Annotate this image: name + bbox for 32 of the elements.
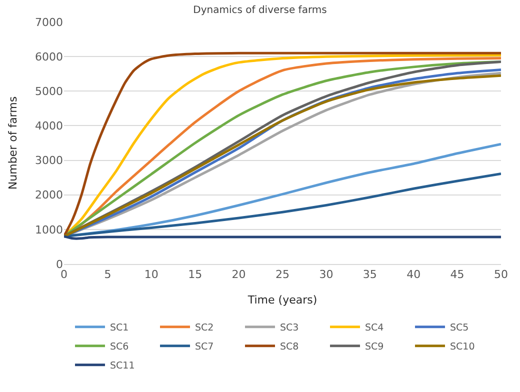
legend-label: SC4 (365, 322, 384, 334)
x-tick-label: 30 (319, 268, 334, 282)
x-tick-label: 10 (144, 268, 158, 282)
legend-label: SC3 (280, 322, 299, 334)
y-tick-label: 5000 (35, 84, 63, 98)
legend-label: SC7 (195, 342, 214, 353)
legend-label: SC9 (365, 342, 384, 353)
legend-label: SC11 (110, 360, 135, 372)
y-axis-title: Number of farms (6, 96, 20, 190)
legend-label: SC6 (110, 342, 129, 353)
x-tick-label: 20 (232, 268, 246, 282)
y-tick-label: 6000 (35, 50, 63, 64)
legend-label: SC5 (450, 322, 469, 334)
x-tick-label: 5 (104, 268, 112, 282)
x-tick-label: 50 (494, 268, 508, 282)
y-tick-label: 1000 (35, 223, 63, 236)
x-axis-title: Time (years) (246, 293, 318, 306)
legend-label: SC8 (280, 342, 299, 353)
x-tick-label: 35 (362, 268, 377, 282)
x-tick-label: 25 (276, 268, 290, 282)
y-tick-label: 3000 (35, 154, 63, 168)
x-tick-label: 40 (406, 268, 421, 282)
legend-label: SC1 (110, 322, 129, 334)
y-tick-label: 7000 (35, 16, 63, 29)
x-tick-label: 15 (188, 268, 202, 282)
x-tick-label: 45 (450, 268, 464, 282)
legend-label: SC10 (450, 342, 475, 353)
y-tick-label: 0 (56, 258, 63, 271)
y-tick-label: 2000 (35, 188, 63, 202)
y-tick-label: 4000 (35, 120, 63, 133)
legend-label: SC2 (195, 322, 214, 334)
chart-title: Dynamics of diverse farms (193, 4, 327, 16)
